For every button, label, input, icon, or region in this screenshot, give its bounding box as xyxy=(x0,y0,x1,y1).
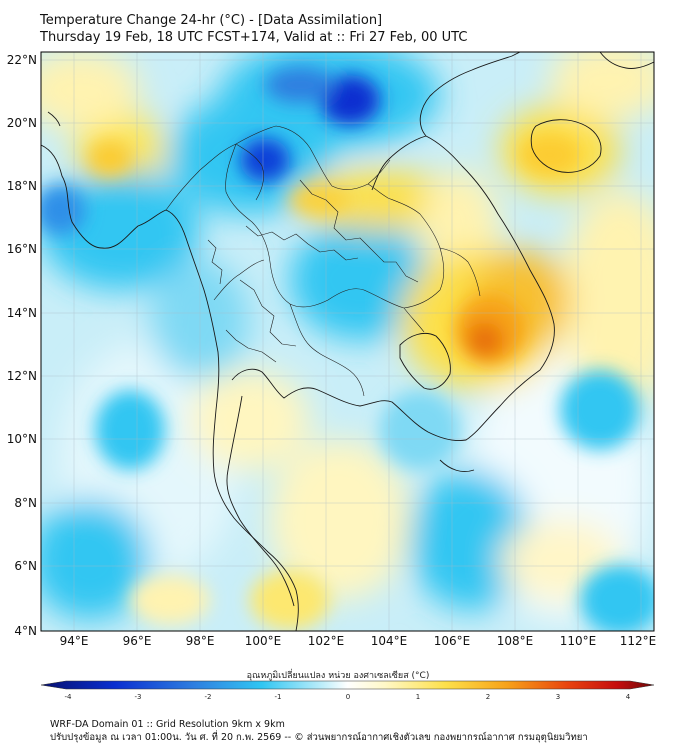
colorbar-tick: 2 xyxy=(486,693,490,701)
country-borders xyxy=(165,125,481,397)
coastlines xyxy=(41,52,654,631)
lon-label: 106°E xyxy=(434,634,471,648)
temperature-field xyxy=(41,52,654,631)
colorbar-label: อุณหภูมิเปลี่ยนแปลง หน่วย องศาเซลเซียส (… xyxy=(246,671,430,681)
lat-label: 6°N xyxy=(14,559,37,573)
footer: WRF-DA Domain 01 :: Grid Resolution 9km … xyxy=(50,718,588,744)
lon-label: 100°E xyxy=(245,634,282,648)
colorbar-ticks: -4 -3 -2 -1 0 1 2 3 4 xyxy=(65,693,631,701)
lon-label: 94°E xyxy=(60,634,89,648)
lon-axis: 94°E 96°E 98°E 100°E 102°E 104°E 106°E 1… xyxy=(60,634,657,648)
lat-axis: 22°N 20°N 18°N 16°N 14°N 12°N 10°N 8°N 6… xyxy=(7,53,37,638)
map-frame xyxy=(40,51,655,632)
lat-label: 18°N xyxy=(7,179,37,193)
lat-label: 4°N xyxy=(14,624,37,638)
lon-label: 96°E xyxy=(123,634,152,648)
colorbar: -4 -3 -2 -1 0 1 2 3 4 xyxy=(40,680,655,701)
lon-label: 110°E xyxy=(560,634,597,648)
lat-label: 14°N xyxy=(7,306,37,320)
colorbar-tick: -3 xyxy=(135,693,142,701)
gridlines xyxy=(41,52,654,631)
lat-label: 8°N xyxy=(14,496,37,510)
lat-label: 16°N xyxy=(7,242,37,256)
lon-label: 104°E xyxy=(371,634,408,648)
colorbar-tick: -4 xyxy=(65,693,73,701)
lat-label: 22°N xyxy=(7,53,37,67)
colorbar-tick: 0 xyxy=(346,693,350,701)
colorbar-tick: 4 xyxy=(626,693,631,701)
lon-label: 108°E xyxy=(497,634,534,648)
title-line-2: Thursday 19 Feb, 18 UTC FCST+174, Valid … xyxy=(40,30,468,45)
colorbar-tick: 1 xyxy=(416,693,420,701)
lon-label: 112°E xyxy=(620,634,657,648)
lat-label: 10°N xyxy=(7,432,37,446)
footer-line-1: WRF-DA Domain 01 :: Grid Resolution 9km … xyxy=(50,719,285,730)
chart-title: Temperature Change 24-hr (°C) - [Data As… xyxy=(40,12,467,46)
footer-line-2: ปรับปรุงข้อมูล ณ เวลา 01:00น. วัน ศ. ที่… xyxy=(50,732,588,743)
lon-label: 98°E xyxy=(186,634,215,648)
colorbar-bar xyxy=(40,680,655,690)
lat-label: 20°N xyxy=(7,116,37,130)
colorbar-tick: -2 xyxy=(205,693,212,701)
colorbar-tick: -1 xyxy=(275,693,282,701)
colorbar-tick: 3 xyxy=(556,693,560,701)
lat-label: 12°N xyxy=(7,369,37,383)
title-line-1: Temperature Change 24-hr (°C) - [Data As… xyxy=(40,13,383,28)
lon-label: 102°E xyxy=(308,634,345,648)
